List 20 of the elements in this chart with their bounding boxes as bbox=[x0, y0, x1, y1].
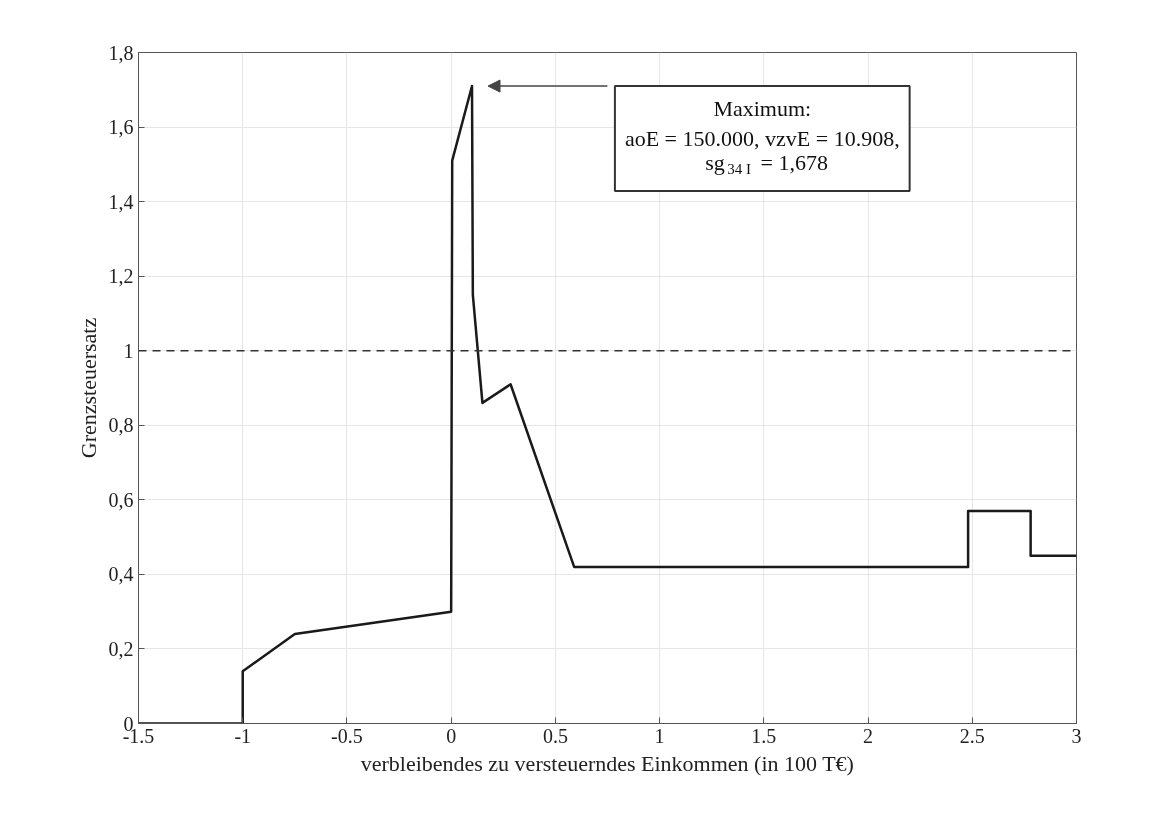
x-tick-label: 1 bbox=[654, 724, 665, 747]
x-tick-label: 3 bbox=[1071, 724, 1082, 747]
y-tick-label: 1,6 bbox=[108, 116, 134, 139]
y-tick-label: 1 bbox=[123, 339, 134, 362]
x-tick-label: 0 bbox=[446, 724, 457, 747]
x-tick-label: -0.5 bbox=[331, 724, 363, 747]
y-tick-label: 0,8 bbox=[108, 414, 134, 437]
x-axis-title: verbleibendes zu versteuerndes Einkommen (in 100 T€) bbox=[360, 750, 854, 776]
y-tick-label: 0,4 bbox=[108, 563, 134, 586]
x-tick-label: 0.5 bbox=[542, 724, 568, 747]
y-tick-label: 1,4 bbox=[108, 190, 134, 213]
y-tick-label: 1,8 bbox=[108, 41, 134, 64]
y-axis-title: Grenzsteuersatz bbox=[75, 317, 101, 459]
y-tick-label: 0,6 bbox=[108, 488, 134, 511]
x-tick-label: 1.5 bbox=[751, 724, 777, 747]
x-tick-label: -1 bbox=[234, 724, 252, 747]
x-tick-label: 2.5 bbox=[959, 724, 985, 747]
x-tick-label: 2 bbox=[863, 724, 874, 747]
y-tick-label: 0,2 bbox=[108, 637, 134, 660]
y-tick-label: 1,2 bbox=[108, 265, 134, 288]
